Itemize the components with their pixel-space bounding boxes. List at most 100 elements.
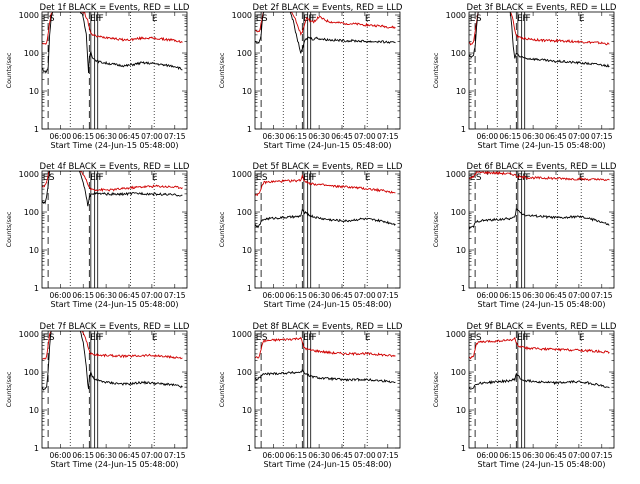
plot-frame xyxy=(41,170,188,289)
events-series-line xyxy=(469,372,610,390)
y-axis-label: Counts/sec xyxy=(432,211,440,247)
marker-letter: E xyxy=(90,173,96,183)
y-tick-label: 100 xyxy=(451,368,466,377)
x-tick-label: 06:15 xyxy=(72,291,94,300)
x-tick-label: 06:30 xyxy=(95,291,117,300)
marker-letter: S xyxy=(262,14,268,24)
x-tick-label: 06:30 xyxy=(263,132,285,141)
x-tick-label: 07:00 xyxy=(568,132,590,141)
lld-series-line xyxy=(469,12,610,46)
y-tick-label: 1000 xyxy=(19,11,39,20)
detector-panel-6: Det 6f BLACK = Events, RED = LLD Counts/s… xyxy=(432,162,617,309)
x-tick-label: 06:00 xyxy=(263,291,285,300)
panel-title: Det 4f BLACK = Events, RED = LLD xyxy=(40,162,190,172)
x-tick-label: 06:15 xyxy=(285,291,307,300)
events-series-line xyxy=(469,12,610,68)
detector-panel-8: Det 8f BLACK = Events, RED = LLD Counts/s… xyxy=(218,322,403,469)
x-axis-label: Start Time (24-Jun-15 05:48:00) xyxy=(264,141,392,150)
y-tick-label: 10 xyxy=(29,87,39,96)
y-tick-label: 10 xyxy=(242,246,252,255)
x-tick-label: 07:15 xyxy=(591,132,613,141)
x-tick-label: 07:15 xyxy=(164,291,186,300)
x-tick-label: 06:00 xyxy=(477,132,499,141)
y-axis-label: Counts/sec xyxy=(218,52,226,88)
y-axis-label: Counts/sec xyxy=(218,211,226,247)
x-tick-label: 06:30 xyxy=(308,291,330,300)
marker-letter: E xyxy=(43,333,49,343)
marker-letter: E xyxy=(90,333,96,343)
marker-letter: F xyxy=(95,333,100,343)
x-tick-label: 07:15 xyxy=(591,291,613,300)
panel-title: Det 5f BLACK = Events, RED = LLD xyxy=(253,162,403,172)
x-tick-label: 06:15 xyxy=(499,451,521,460)
marker-letter: E xyxy=(365,333,371,343)
y-axis-label: Counts/sec xyxy=(432,52,440,88)
detector-panel-9: Det 9f BLACK = Events, RED = LLD Counts/s… xyxy=(432,322,617,469)
x-axis-label: Start Time (24-Jun-15 05:48:00) xyxy=(478,141,606,150)
x-tick-label: 07:15 xyxy=(164,451,186,460)
y-tick-label: 100 xyxy=(237,368,252,377)
y-axis-label: Counts/sec xyxy=(5,211,13,247)
x-tick-label: 06:30 xyxy=(308,451,330,460)
events-series-line xyxy=(255,368,396,384)
x-tick-label: 07:00 xyxy=(141,132,163,141)
x-tick-label: 06:45 xyxy=(118,132,140,141)
x-tick-label: 07:15 xyxy=(377,132,399,141)
y-tick-label: 1 xyxy=(247,284,252,293)
x-tick-label: 07:00 xyxy=(354,132,376,141)
y-tick-label: 1 xyxy=(34,125,39,134)
x-tick-label: 07:15 xyxy=(591,451,613,460)
x-tick-label: 06:15 xyxy=(285,132,307,141)
x-tick-label: 06:00 xyxy=(477,291,499,300)
lld-series-line xyxy=(469,171,610,182)
x-tick-label: 06:45 xyxy=(118,291,140,300)
marker-letter: E xyxy=(470,14,476,24)
panel-title: Det 8f BLACK = Events, RED = LLD xyxy=(253,322,403,332)
y-tick-label: 1000 xyxy=(232,11,252,20)
y-tick-label: 100 xyxy=(24,368,39,377)
marker-letter: F xyxy=(98,14,103,24)
x-tick-label: 06:45 xyxy=(331,132,353,141)
y-tick-label: 100 xyxy=(237,208,252,217)
y-tick-label: 1 xyxy=(461,284,466,293)
plot-frame xyxy=(254,330,401,449)
marker-letter: E xyxy=(43,14,49,24)
x-tick-label: 06:30 xyxy=(95,132,117,141)
marker-letter: S xyxy=(476,173,482,183)
marker-letter: F xyxy=(522,333,527,343)
marker-letter: E xyxy=(517,333,523,343)
x-tick-label: 06:45 xyxy=(545,291,567,300)
y-tick-label: 10 xyxy=(29,246,39,255)
y-tick-label: 1 xyxy=(34,444,39,453)
marker-letter: F xyxy=(95,14,100,24)
marker-letter: E xyxy=(256,14,262,24)
marker-letter: E xyxy=(579,333,585,343)
marker-letter: E xyxy=(517,173,523,183)
detector-panel-7: Det 7f BLACK = Events, RED = LLD Counts/s… xyxy=(5,322,190,469)
marker-letter: F xyxy=(311,14,316,24)
x-tick-label: 06:00 xyxy=(263,451,285,460)
y-tick-label: 1 xyxy=(34,284,39,293)
y-tick-label: 1000 xyxy=(19,330,39,339)
x-tick-label: 06:30 xyxy=(522,132,544,141)
marker-letter: E xyxy=(365,14,371,24)
lld-series-line xyxy=(255,173,396,197)
detector-panel-5: Det 5f BLACK = Events, RED = LLD Counts/s… xyxy=(218,162,403,309)
marker-letter: S xyxy=(49,333,55,343)
y-tick-label: 100 xyxy=(24,208,39,217)
plot-frame xyxy=(254,11,401,130)
x-tick-label: 06:45 xyxy=(545,132,567,141)
x-tick-label: 07:00 xyxy=(141,451,163,460)
x-tick-label: 06:45 xyxy=(331,291,353,300)
y-axis-label: Counts/sec xyxy=(5,371,13,407)
x-tick-label: 06:15 xyxy=(285,451,307,460)
x-tick-label: 06:30 xyxy=(522,291,544,300)
marker-letter: S xyxy=(262,333,268,343)
y-axis-label: Counts/sec xyxy=(5,52,13,88)
plot-frame xyxy=(468,170,615,289)
marker-letter: F xyxy=(308,333,313,343)
marker-letter: F xyxy=(308,14,313,24)
y-tick-label: 100 xyxy=(451,208,466,217)
events-series-line xyxy=(255,208,396,229)
